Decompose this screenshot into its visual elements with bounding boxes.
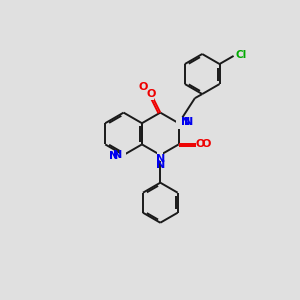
Text: O: O [202, 139, 211, 149]
Text: N: N [181, 117, 190, 127]
Text: N: N [184, 117, 193, 127]
Text: N: N [156, 154, 166, 164]
Text: O: O [146, 88, 156, 99]
Text: N: N [156, 160, 166, 170]
Text: O: O [195, 139, 205, 149]
Text: Cl: Cl [236, 50, 247, 60]
Text: O: O [138, 82, 148, 92]
Text: N: N [113, 150, 122, 160]
Text: N: N [109, 152, 118, 161]
